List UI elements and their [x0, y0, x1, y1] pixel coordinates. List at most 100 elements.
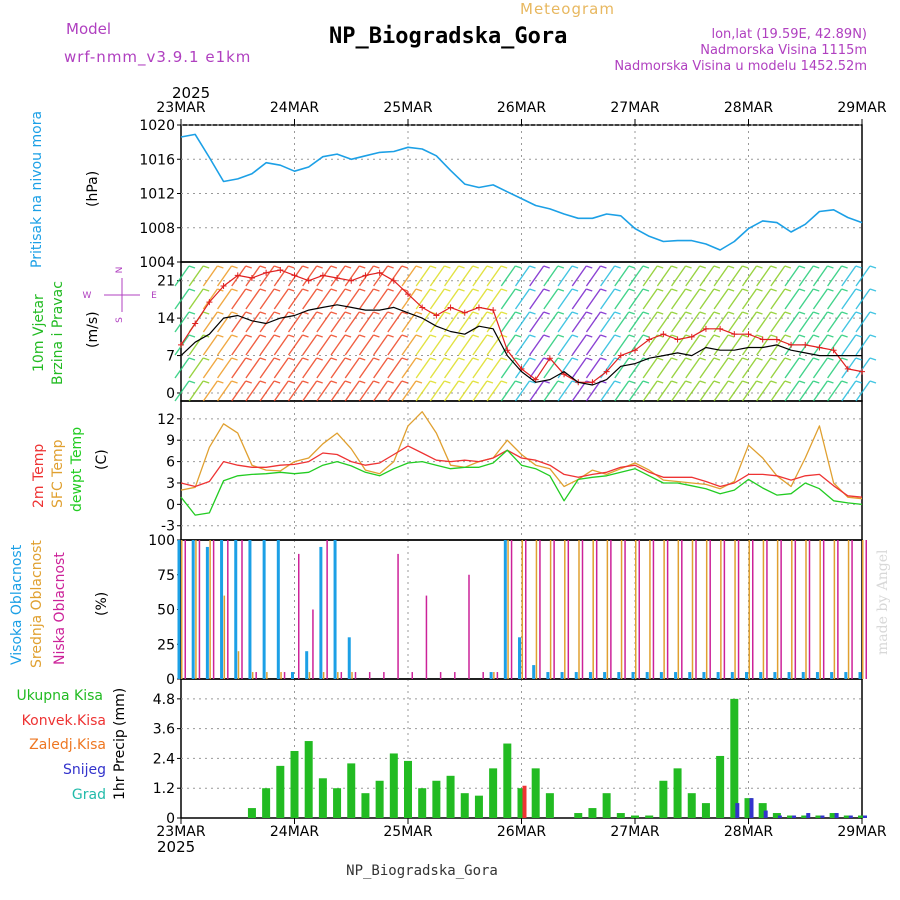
wind-barb-35-3 — [670, 311, 687, 333]
wind-barb-flag-22-1 — [500, 357, 508, 361]
cloud-bar-0-42 — [773, 672, 777, 679]
wind-barb-16-2 — [401, 334, 417, 356]
wind-barb-flag-27-1 — [571, 357, 579, 361]
cloud-bar-1-29 — [592, 540, 594, 679]
cloud-bar-0-39 — [730, 672, 734, 679]
wind-barb-29-2 — [585, 334, 602, 356]
cloud-bar-2-40 — [752, 540, 754, 679]
wind-barb-3-2 — [216, 334, 233, 356]
wind-barb-45-2 — [812, 334, 829, 356]
wind-barb-flag-40-3 — [756, 311, 763, 315]
wind-barb-31-4 — [614, 288, 630, 310]
wind-barb-47-5 — [841, 265, 857, 287]
wind-barb-44-4 — [798, 288, 814, 310]
cloud-bar-0-35 — [674, 672, 678, 679]
precip-bar-0-18 — [432, 780, 441, 818]
precip-bar-0-25 — [531, 768, 540, 818]
wind-gust-marker-43 — [788, 341, 795, 348]
wind-barb-9-1 — [302, 357, 318, 379]
wind-barb-47-4 — [841, 288, 857, 310]
wind-barb-31-5 — [614, 265, 630, 287]
wind-barb-flag-26-3 — [557, 311, 565, 315]
precip-bar-0-14 — [375, 780, 384, 818]
cloud-unit: (%) — [94, 592, 110, 616]
wind-barb-flag-16-2 — [415, 334, 423, 338]
wind-barb-flag-41-4 — [770, 288, 777, 292]
wind-barb-40-0 — [741, 380, 758, 402]
wind-barb-5-0 — [245, 380, 261, 402]
wind-barb-flag-31-2 — [628, 334, 636, 338]
wind-barb-flag-48-4 — [869, 288, 877, 292]
cloud-bar-0-25 — [532, 665, 536, 679]
wind-barb-flag-18-0 — [444, 380, 451, 384]
wind-barb-flag-32-0 — [642, 380, 650, 384]
wind-barb-6-4 — [259, 288, 275, 310]
wind-barb-flag-12-0 — [359, 380, 366, 384]
cloud-bar-0-23 — [503, 540, 507, 679]
precip-bar-3-44 — [806, 813, 811, 818]
wind-barb-23-4 — [500, 288, 516, 310]
cloud-bar-2-31 — [624, 540, 626, 679]
wind-barb-flag-35-1 — [685, 357, 692, 361]
cloud-bar-2-36 — [695, 540, 697, 679]
ytick-label-3-3: 75 — [157, 568, 175, 584]
wind-barb-36-4 — [685, 288, 701, 310]
wind-barb-36-3 — [685, 311, 701, 333]
wind-barb-29-0 — [585, 380, 602, 402]
super-title: Meteogram — [520, 0, 615, 18]
wind-barb-flag-30-3 — [614, 311, 621, 315]
precip-bar-0-6 — [262, 788, 271, 818]
time-label-top-0: 23MAR — [156, 100, 205, 116]
wind-barb-flag-38-1 — [727, 357, 735, 361]
cloud-bar-0-43 — [787, 672, 791, 679]
wind-barb-46-1 — [827, 357, 843, 379]
wind-barb-36-0 — [685, 380, 701, 402]
wind-barb-35-0 — [670, 380, 687, 402]
precip-bar-3-42 — [777, 815, 782, 818]
ytick-label-1-2: 14 — [157, 311, 175, 327]
cloud-bar-1-10 — [322, 672, 325, 679]
wind-barb-3-1 — [216, 357, 233, 379]
wind-barb-25-5 — [529, 265, 545, 287]
wind-barb-29-1 — [585, 357, 602, 379]
wind-barb-flag-46-3 — [841, 311, 848, 315]
wind-barb-22-2 — [486, 334, 502, 356]
wind-gust-marker-29 — [589, 379, 596, 386]
wind-barb-flag-13-1 — [373, 357, 380, 361]
cloud-bar-0-26 — [546, 672, 550, 679]
cloud-bar-1-37 — [705, 540, 708, 679]
wind-barb-flag-46-0 — [841, 380, 848, 384]
wind-barb-flag-13-2 — [373, 334, 380, 338]
wind-barb-30-5 — [600, 265, 616, 287]
wind-barb-48-2 — [855, 334, 871, 356]
wind-barb-flag-21-5 — [486, 265, 494, 269]
wind-barb-flag-2-3 — [217, 311, 224, 315]
cloud-bar-1-27 — [564, 540, 566, 679]
wind-barb-2-1 — [202, 357, 218, 379]
wind-barb-flag-41-3 — [770, 311, 777, 315]
wind-barb-flag-34-3 — [671, 311, 678, 315]
year-top: 2025 — [172, 84, 210, 102]
wind-barb-flag-17-4 — [429, 288, 437, 292]
wind-barb-flag-35-4 — [685, 288, 692, 292]
wind-barb-flag-43-3 — [798, 311, 806, 315]
wind-barb-flag-5-5 — [259, 265, 267, 269]
wind-gust-marker-20 — [461, 309, 468, 316]
wind-barb-flag-18-1 — [444, 357, 451, 361]
cloud-bar-1-5 — [251, 672, 254, 679]
wind-barb-15-2 — [387, 334, 403, 356]
cloud-bar-1-9 — [308, 672, 311, 679]
precip-bar-0-24 — [517, 788, 526, 818]
cloud-ylabel: Visoka Oblacnost — [9, 544, 25, 665]
wind-barb-15-4 — [387, 288, 403, 310]
wind-gust-marker-2 — [206, 299, 213, 306]
precip-bar-0-37 — [701, 803, 710, 818]
wind-barb-43-1 — [784, 357, 800, 379]
wind-gust-marker-15 — [390, 277, 397, 284]
wind-gust-marker-30 — [603, 368, 610, 375]
wind-barb-26-3 — [543, 311, 559, 333]
wind-barb-31-2 — [614, 334, 630, 356]
wind-barb-flag-11-2 — [344, 334, 352, 338]
ytick-label-1-0: 0 — [166, 386, 175, 402]
wind-gust-marker-40 — [745, 331, 752, 338]
